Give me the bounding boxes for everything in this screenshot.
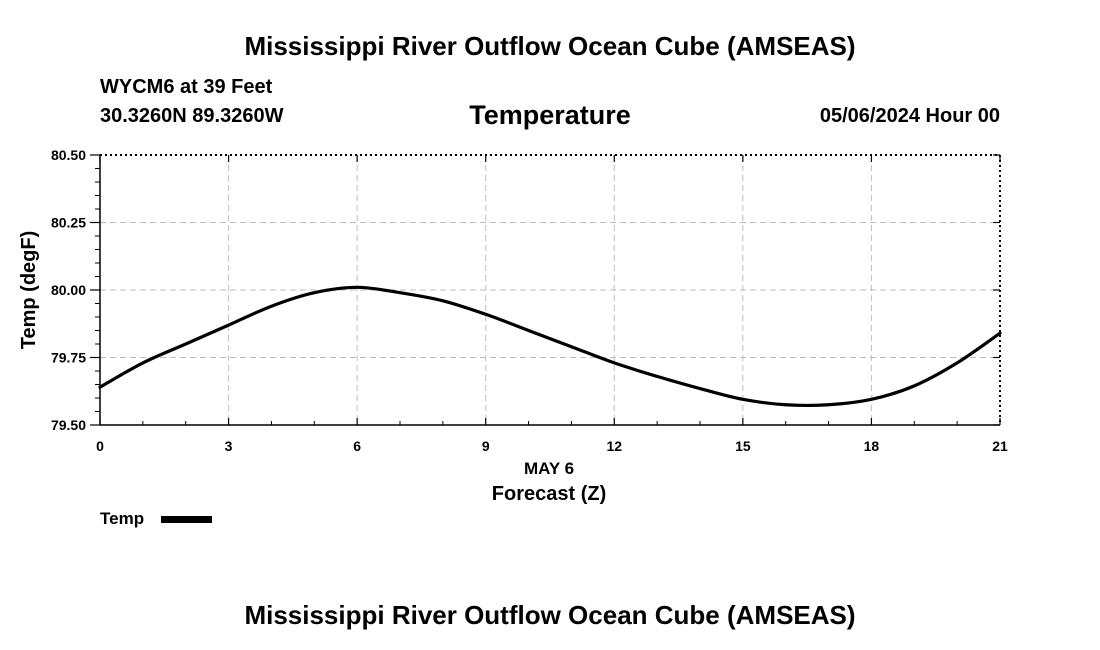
- chart-axes: [90, 154, 1001, 426]
- x-tick-label: 0: [96, 438, 104, 454]
- chart-series: [98, 285, 1002, 408]
- x-axis-title: Forecast (Z): [492, 483, 606, 505]
- footer-title: Mississippi River Outflow Ocean Cube (AM…: [244, 600, 856, 630]
- y-tick-label: 79.75: [51, 350, 86, 366]
- x-tick-label: 6: [353, 438, 361, 454]
- page-title: Mississippi River Outflow Ocean Cube (AM…: [244, 31, 856, 61]
- legend-line-swatch: [161, 516, 212, 523]
- x-tick-label: 18: [864, 438, 880, 454]
- y-tick-label: 80.25: [51, 215, 86, 231]
- chart-grid: [100, 155, 1000, 425]
- chart-title: Temperature: [469, 100, 631, 130]
- x-axis-date-label: MAY 6: [524, 459, 574, 478]
- x-tick-label: 3: [225, 438, 233, 454]
- x-tick-label: 15: [735, 438, 751, 454]
- x-tick-label: 9: [482, 438, 490, 454]
- forecast-datetime: 05/06/2024 Hour 00: [819, 105, 1000, 127]
- y-axis-title: Temp (degF): [18, 231, 40, 350]
- x-tick-label: 21: [992, 438, 1008, 454]
- y-tick-label: 80.00: [51, 282, 86, 298]
- station-label: WYCM6 at 39 Feet: [100, 76, 273, 98]
- temp-series-line: [98, 285, 1002, 408]
- y-tick-label: 80.50: [51, 147, 86, 163]
- y-tick-label: 79.50: [51, 417, 86, 433]
- x-tick-label: 12: [606, 438, 622, 454]
- coordinates-label: 30.3260N 89.3260W: [100, 105, 284, 127]
- chart-tick-labels: 0 3 6 9 12 15 18 21 79.50 79.75 80.00 80.25 80.50: [51, 147, 1008, 454]
- legend-label: Temp: [100, 509, 145, 528]
